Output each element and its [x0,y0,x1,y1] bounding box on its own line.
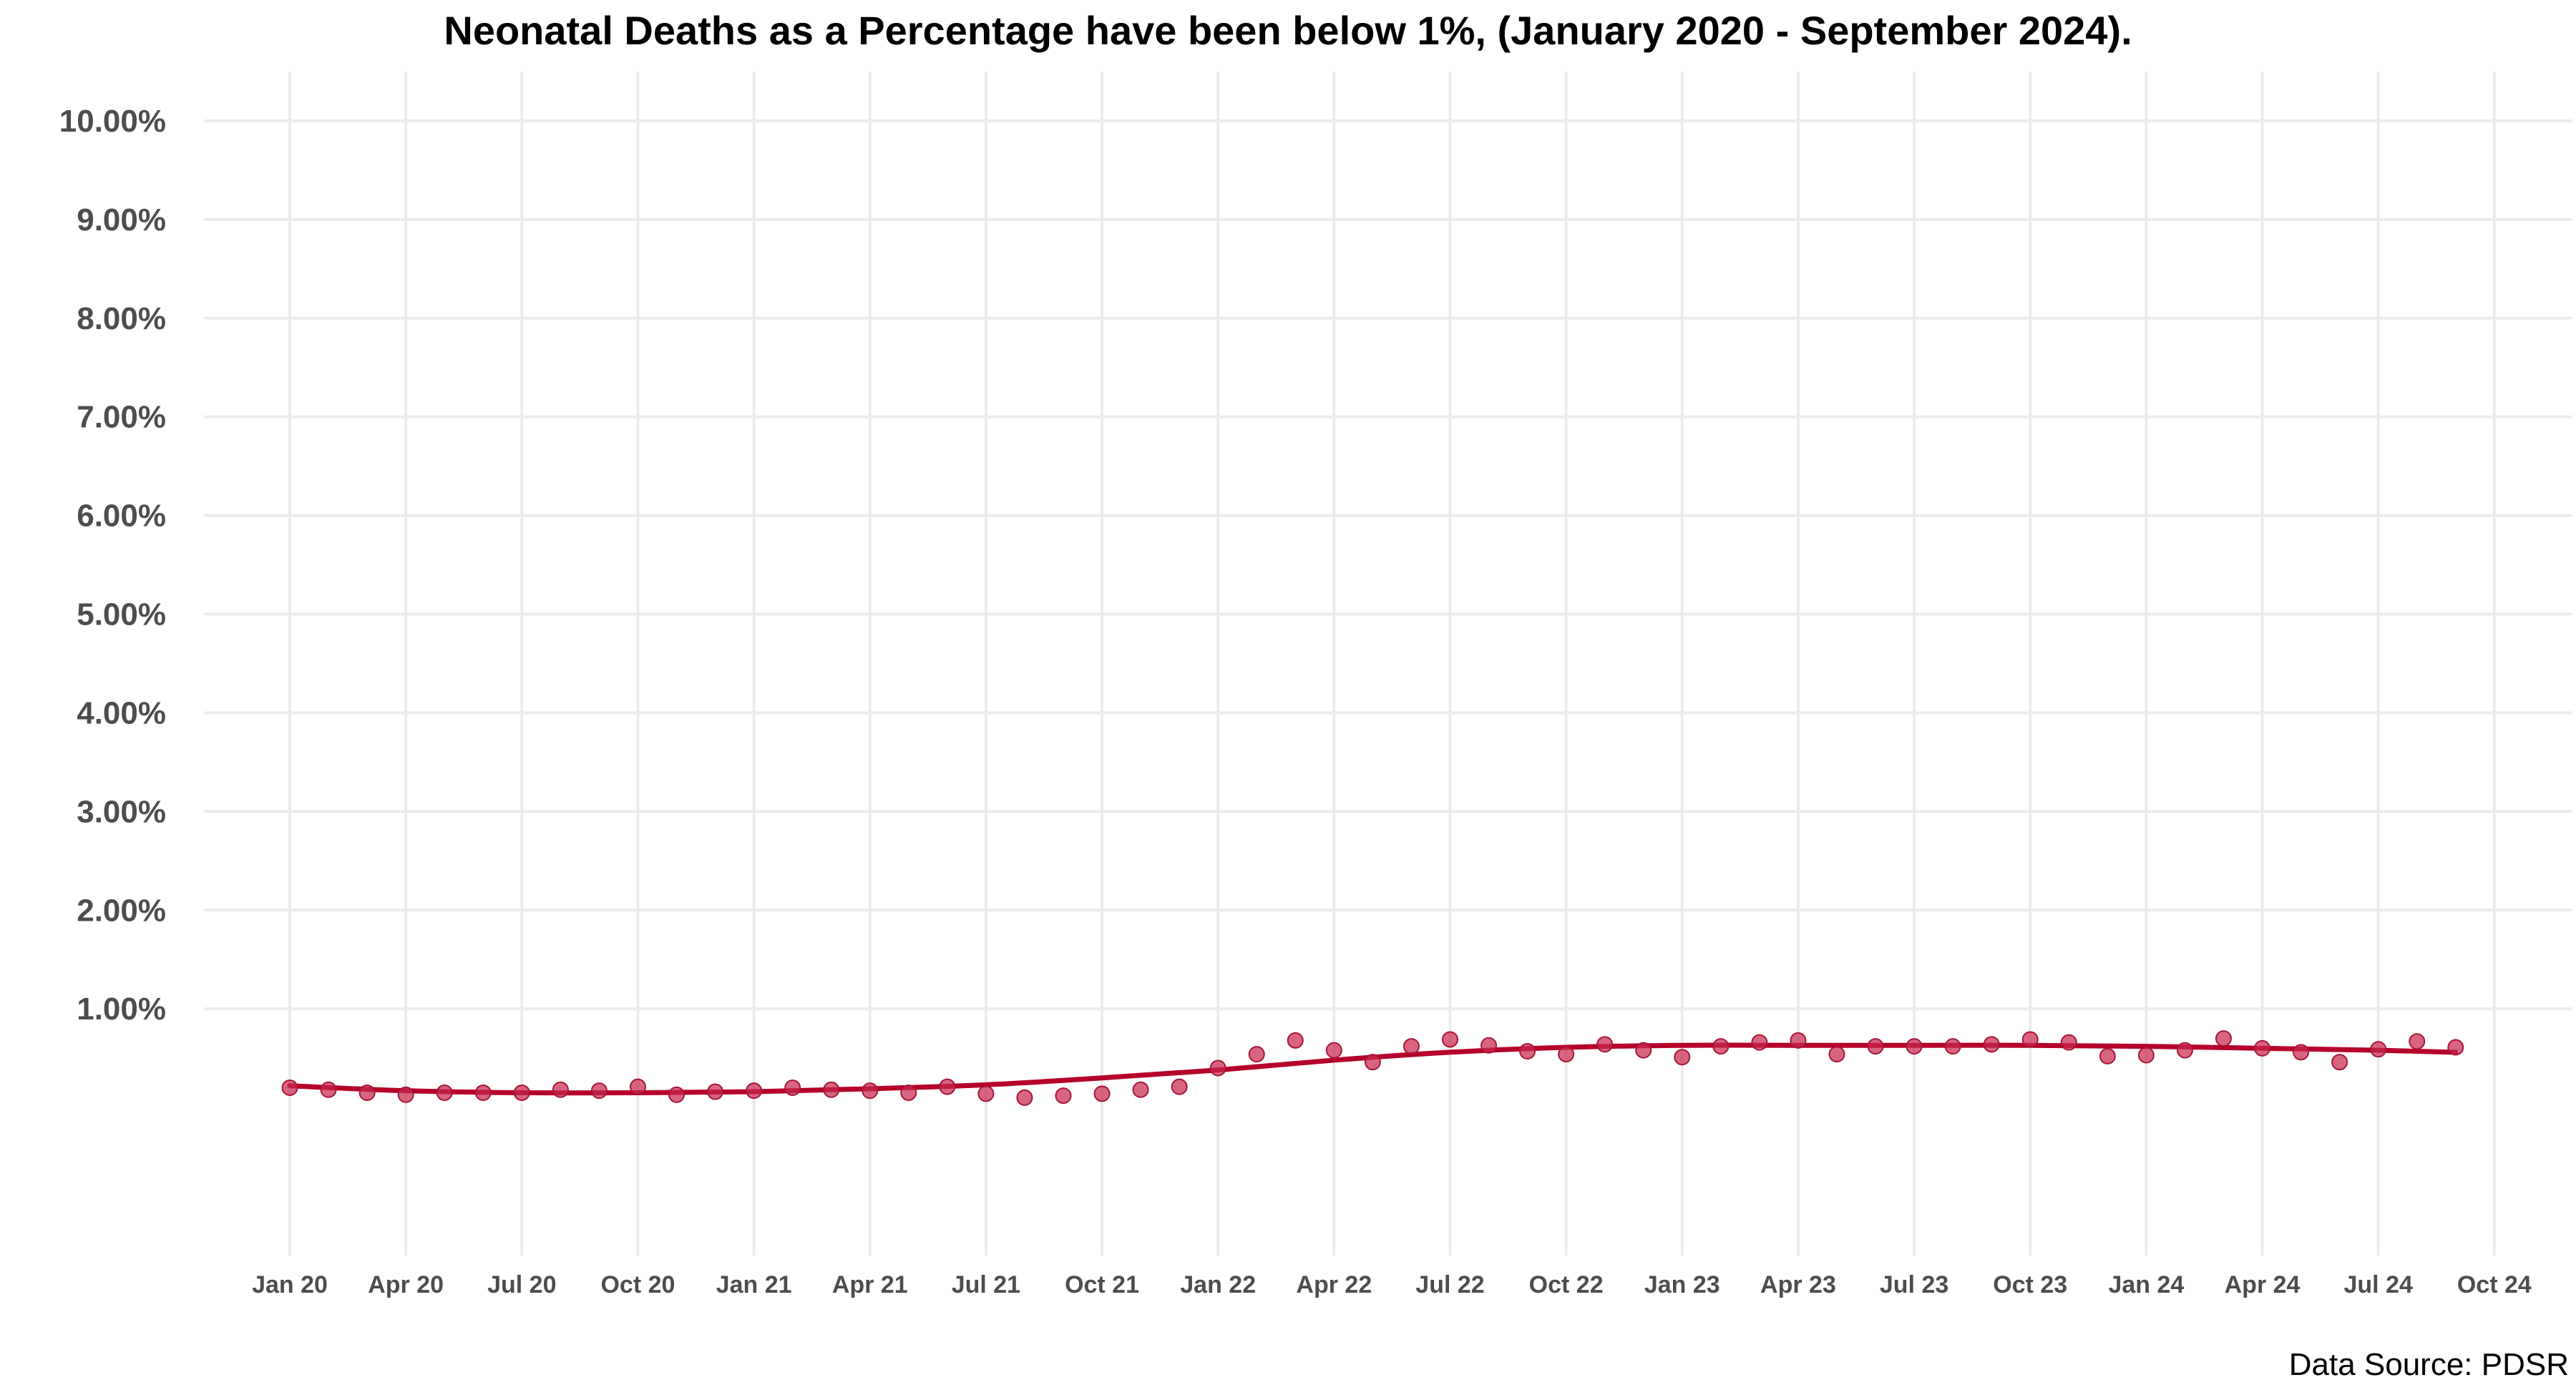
x-tick-label: Jul 22 [1415,1271,1484,1298]
x-tick-label: Jul 20 [487,1271,556,1298]
x-tick-label: Apr 20 [368,1271,444,1298]
data-point [2060,1034,2077,1051]
x-tick-label: Jul 23 [1880,1271,1948,1298]
data-point [2447,1039,2464,1056]
data-point [2409,1033,2426,1050]
data-point [397,1086,414,1103]
data-point [358,1084,376,1101]
data-point [1828,1046,1845,1063]
data-point [1944,1038,1961,1055]
x-tick-label: Oct 21 [1065,1271,1139,1298]
data-points [281,1030,2464,1106]
y-tick-label: 10.00% [59,104,166,139]
data-point [1016,1089,1033,1106]
x-tick-label: Jan 21 [716,1271,792,1298]
data-point [1867,1038,1884,1055]
y-tick-label: 4.00% [77,695,166,730]
data-point [1132,1081,1149,1098]
y-tick-label: 9.00% [77,202,166,238]
data-point [2137,1047,2155,1064]
data-point [552,1081,569,1098]
data-point [1325,1042,1342,1059]
data-point [668,1086,685,1103]
x-tick-label: Jan 23 [1644,1271,1720,1298]
trend-line [287,1042,2459,1096]
data-point [1248,1046,1265,1063]
data-point [2099,1047,2116,1064]
data-point [474,1084,492,1101]
data-point [1519,1043,1536,1060]
data-point [1635,1042,1652,1059]
y-tick-label: 3.00% [77,794,166,829]
data-point [513,1084,530,1101]
data-point [1402,1038,1420,1055]
x-tick-label: Oct 24 [2457,1271,2532,1298]
x-tick-label: Apr 21 [832,1271,908,1298]
x-tick-label: Jul 24 [2344,1271,2413,1298]
data-point [1596,1036,1614,1053]
x-tick-label: Jan 20 [252,1271,328,1298]
y-tick-label: 8.00% [77,301,166,336]
y-tick-label: 2.00% [77,893,166,928]
y-tick-label: 6.00% [77,499,166,534]
data-point [1558,1046,1575,1063]
x-tick-label: Oct 22 [1529,1271,1604,1298]
y-tick-label: 1.00% [77,992,166,1027]
data-point [2293,1044,2310,1061]
data-point [2370,1041,2387,1058]
data-point [1287,1032,1304,1049]
data-point [862,1082,879,1100]
data-point [1790,1032,1807,1049]
data-point [2021,1031,2039,1048]
x-tick-label: Apr 22 [1296,1271,1372,1298]
data-point [1209,1059,1226,1077]
data-point [1480,1037,1498,1054]
data-source-caption: Data Source: PDSR [2289,1347,2569,1382]
y-tick-label: 5.00% [77,597,166,632]
x-tick-label: Jul 21 [952,1271,1020,1298]
data-point [939,1078,956,1095]
data-point [2176,1042,2193,1059]
data-point [1093,1085,1111,1102]
data-point [1751,1034,1768,1051]
data-point [977,1085,995,1102]
data-point [436,1084,453,1101]
data-point [2254,1039,2271,1057]
x-tick-label: Jan 24 [2108,1271,2184,1298]
data-point [1442,1031,1458,1048]
data-point [320,1081,337,1098]
y-axis-tick-labels: 1.00% 2.00% 3.00% 4.00% 5.00% 6.00% 7.00% 8.00%… [59,104,166,1027]
x-tick-label: Oct 20 [600,1271,675,1298]
data-point [900,1084,917,1101]
y-tick-label: 7.00% [77,400,166,435]
data-point [784,1080,801,1097]
data-point [1055,1087,1072,1105]
x-tick-label: Jan 22 [1180,1271,1256,1298]
x-tick-label: Apr 23 [1760,1271,1836,1298]
data-point [590,1082,608,1100]
data-point [1674,1049,1691,1066]
data-point [2331,1054,2348,1071]
data-point [1983,1036,2000,1053]
data-point [629,1078,646,1095]
x-tick-label: Oct 23 [1993,1271,2067,1298]
data-point [2215,1030,2232,1047]
x-axis-tick-labels: Jan 20 Apr 20 Jul 20 Oct 20 Jan 21 Apr 21 Jul … [252,1271,2532,1298]
data-point [823,1081,840,1098]
data-point [746,1082,763,1100]
data-point [1171,1078,1188,1095]
data-point [1712,1038,1729,1055]
grid-lines [204,72,2572,1256]
data-point [1364,1054,1381,1071]
data-point [707,1083,724,1100]
data-point [1906,1038,1923,1055]
chart-title: Neonatal Deaths as a Percentage have bee… [444,8,2132,53]
data-point [281,1080,298,1097]
x-tick-label: Apr 24 [2225,1271,2301,1298]
